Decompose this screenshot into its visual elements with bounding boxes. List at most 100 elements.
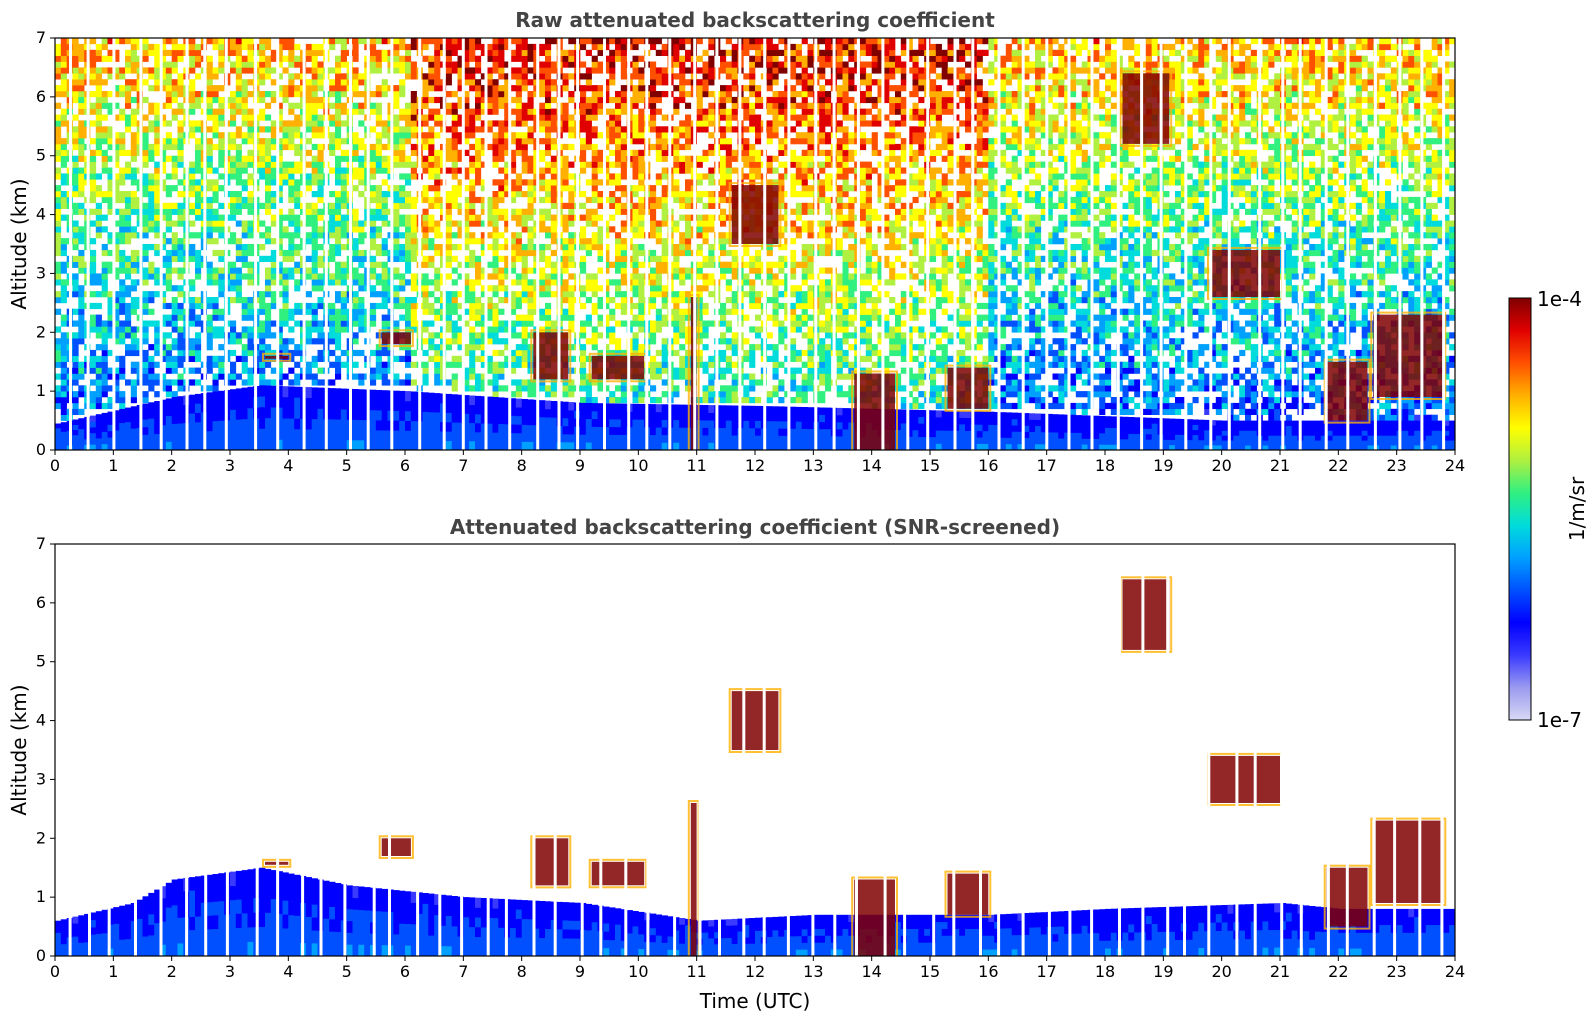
noise-cell (212, 179, 219, 186)
noise-cell (399, 285, 406, 292)
noise-cell (235, 338, 242, 345)
noise-cell (521, 320, 528, 327)
noise-cell (469, 367, 476, 374)
noise-cell (393, 138, 400, 145)
noise-cell (591, 143, 598, 151)
noise-cell (708, 132, 715, 139)
noise-cell (335, 173, 342, 180)
noise-cell (545, 114, 552, 121)
noise-cell (235, 73, 242, 80)
noise-cell (148, 214, 155, 221)
noise-cell (679, 120, 686, 127)
noise-cell (241, 67, 248, 74)
noise-cell (632, 126, 639, 133)
noise-cell (381, 238, 388, 245)
noise-cell (95, 85, 102, 92)
noise-cell (463, 285, 470, 292)
noise-cell (130, 349, 137, 357)
noise-cell (708, 108, 715, 115)
noise-cell (154, 126, 161, 133)
noise-cell (206, 202, 213, 209)
noise-cell (165, 379, 172, 386)
noise-cell (358, 285, 365, 292)
noise-cell (154, 196, 161, 204)
noise-cell (457, 149, 464, 156)
noise-cell (399, 255, 406, 262)
noise-cell (160, 273, 167, 280)
noise-cell (469, 214, 476, 221)
noise-cell (55, 67, 62, 74)
noise-cell (130, 202, 137, 209)
noise-cell (521, 279, 528, 286)
noise-cell (375, 226, 382, 233)
noise-cell (486, 285, 493, 292)
noise-cell (650, 102, 657, 109)
noise-cell (370, 244, 377, 251)
noise-cell (609, 314, 616, 321)
noise-cell (539, 108, 546, 115)
noise-cell (410, 43, 417, 51)
noise-cell (195, 232, 202, 239)
noise-cell (90, 261, 97, 268)
noise-cell (457, 232, 464, 239)
noise-cell (498, 132, 505, 139)
noise-cell (335, 344, 342, 351)
noise-cell (119, 91, 126, 98)
noise-cell (160, 255, 167, 262)
noise-cell (206, 214, 213, 221)
noise-cell (498, 138, 505, 145)
noise-cell (434, 297, 441, 304)
noise-cell (685, 202, 692, 209)
noise-cell (107, 126, 114, 133)
noise-cell (311, 191, 318, 198)
noise-cell (142, 208, 149, 215)
noise-cell (206, 297, 213, 304)
noise-cell (422, 220, 429, 227)
noise-cell (486, 379, 493, 386)
noise-cell (317, 155, 324, 162)
noise-cell (475, 273, 482, 280)
noise-cell (171, 49, 178, 56)
noise-cell (195, 208, 202, 215)
noise-cell (142, 355, 149, 362)
noise-cell (95, 320, 102, 327)
noise-cell (650, 249, 657, 257)
noise-cell (445, 143, 452, 151)
noise-cell (585, 320, 592, 327)
noise-cell (720, 155, 727, 162)
noise-cell (130, 96, 137, 104)
noise-cell (177, 332, 184, 339)
noise-cell (352, 132, 359, 139)
noise-cell (673, 61, 680, 68)
noise-cell (638, 73, 645, 80)
noise-cell (591, 379, 598, 386)
noise-cell (527, 385, 534, 392)
noise-cell (72, 208, 79, 215)
noise-cell (550, 379, 557, 386)
noise-cell (550, 138, 557, 145)
noise-cell (457, 302, 464, 310)
noise-cell (410, 38, 417, 45)
noise-cell (130, 120, 137, 127)
noise-cell (189, 279, 196, 286)
noise-cell (247, 67, 254, 74)
noise-cell (95, 149, 102, 156)
noise-cell (335, 232, 342, 239)
noise-cell (434, 173, 441, 180)
noise-cell (119, 261, 126, 268)
noise-cell (434, 79, 441, 86)
noise-cell (457, 344, 464, 351)
noise-cell (720, 49, 727, 56)
noise-cell (720, 179, 727, 186)
noise-cell (609, 297, 616, 304)
noise-cell (352, 267, 359, 274)
noise-cell (597, 249, 604, 257)
noise-cell (259, 61, 266, 68)
noise-cell (597, 226, 604, 233)
noise-cell (539, 208, 546, 215)
noise-cell (655, 79, 662, 86)
noise-cell (358, 120, 365, 127)
noise-cell (609, 391, 616, 398)
noise-cell (504, 185, 511, 192)
noise-cell (498, 185, 505, 192)
